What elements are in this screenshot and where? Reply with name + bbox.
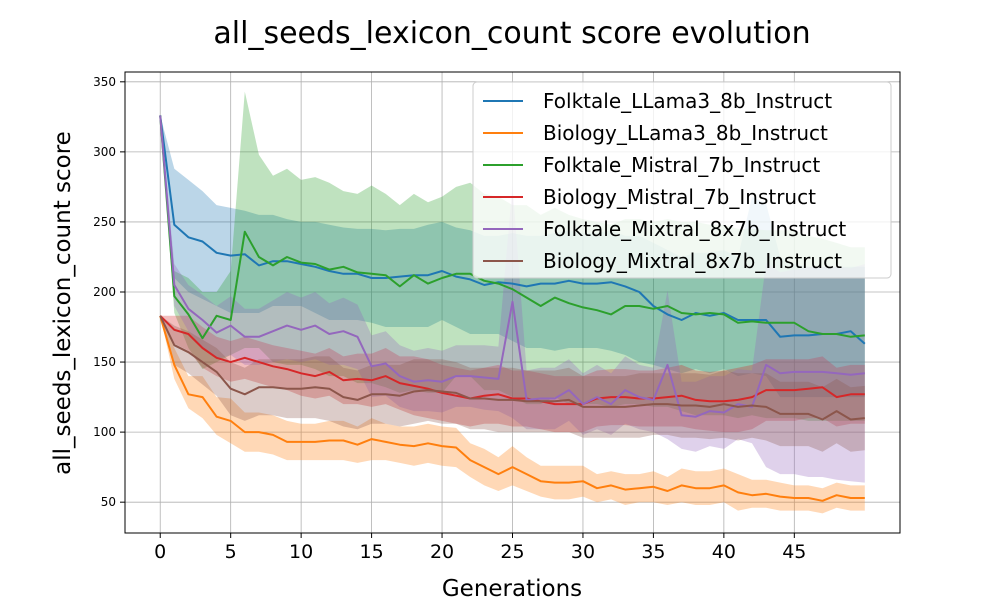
band-series-3 (160, 315, 865, 433)
chart-title: all_seeds_lexicon_count score evolution (213, 16, 810, 51)
x-tick-label: 20 (430, 541, 454, 563)
band-series-1 (160, 315, 865, 514)
legend-label: Biology_Mistral_7b_Instruct (543, 185, 816, 209)
legend-label: Folktale_Mixtral_8x7b_Instruct (543, 217, 846, 241)
legend: Folktale_LLama3_8b_Instruct Biology_LLama… (472, 81, 892, 279)
y-axis-label: all_seeds_lexicon_count score (50, 131, 76, 475)
line-series-2 (159, 115, 865, 340)
band-series-4 (160, 115, 865, 483)
y-tick-label: 300 (93, 145, 116, 159)
band-series-5 (160, 315, 865, 452)
x-tick-label: 10 (289, 541, 313, 563)
y-tick-label: 350 (93, 75, 116, 89)
x-tick-label: 45 (782, 541, 806, 563)
series-lines (159, 115, 866, 502)
legend-label: Biology_Mixtral_8x7b_Instruct (543, 249, 842, 273)
x-axis-ticks: 0 5 10 15 20 25 30 35 40 45 (154, 533, 806, 563)
y-tick-label: 250 (93, 215, 116, 229)
y-tick-label: 150 (93, 355, 116, 369)
line-series-3 (159, 315, 865, 406)
x-tick-label: 35 (641, 541, 665, 563)
y-tick-label: 200 (93, 285, 116, 299)
line-series-1 (159, 315, 865, 502)
x-tick-label: 5 (225, 541, 237, 563)
y-tick-label: 100 (93, 425, 116, 439)
x-tick-label: 15 (359, 541, 383, 563)
legend-label: Folktale_Mistral_7b_Instruct (543, 153, 820, 177)
legend-label: Biology_LLama3_8b_Instruct (543, 121, 828, 145)
legend-box (472, 81, 892, 279)
line-series-0 (159, 115, 866, 345)
confidence-bands (160, 91, 865, 514)
legend-label: Folktale_LLama3_8b_Instruct (543, 89, 832, 113)
x-axis-label: Generations (442, 576, 582, 600)
x-tick-label: 0 (154, 541, 166, 563)
y-tick-label: 50 (101, 495, 116, 509)
y-axis-ticks: 50 100 150 200 250 300 350 (93, 75, 125, 509)
x-tick-label: 25 (500, 541, 524, 563)
line-series-5 (159, 315, 865, 421)
x-tick-label: 40 (712, 541, 736, 563)
x-tick-label: 30 (571, 541, 595, 563)
